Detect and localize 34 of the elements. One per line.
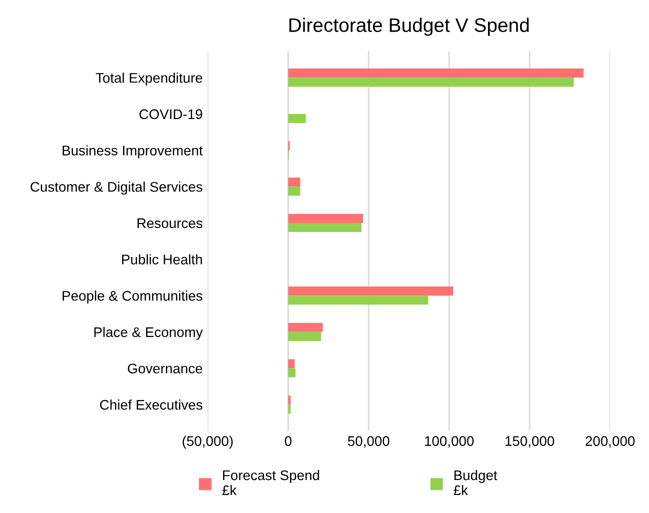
x-tick-label: 0	[284, 436, 292, 446]
bar	[288, 78, 574, 87]
legend-label: Budget £k	[454, 470, 498, 496]
x-tick-label: 200,000	[586, 436, 635, 448]
chart-title: Directorate Budget V Spend	[289, 18, 529, 36]
bar	[288, 322, 323, 332]
bar	[288, 222, 362, 232]
x-tick-label: 50,000	[348, 436, 390, 448]
y-tick-label: Customer & Digital Services	[30, 182, 202, 195]
bar	[288, 114, 306, 124]
bar	[288, 396, 291, 405]
x-tick-label: 150,000	[506, 436, 554, 448]
y-tick-label: People & Communities	[62, 290, 202, 304]
y-tick-label: Resources	[138, 218, 202, 228]
bar	[288, 359, 295, 368]
y-tick-label: Business Improvement	[62, 145, 203, 158]
bar	[288, 368, 296, 378]
bar	[288, 178, 300, 187]
bar	[288, 68, 584, 78]
x-tick-label: (50,000)	[182, 436, 233, 449]
bar	[288, 332, 322, 342]
y-tick-label: Chief Executives	[100, 400, 202, 410]
y-tick-label: Total Expenditure	[96, 72, 202, 86]
legend-label: Forecast Spend £k	[222, 470, 320, 496]
y-tick-label: Public Health	[122, 254, 202, 264]
y-tick-label: COVID-19	[139, 109, 202, 120]
x-tick-label: 100,000	[425, 436, 474, 448]
bar	[288, 404, 291, 414]
bar	[288, 214, 363, 223]
bar	[288, 186, 300, 196]
y-tick-label: Governance	[128, 364, 202, 374]
bar	[288, 296, 428, 305]
y-tick-label: Place & Economy	[94, 326, 203, 340]
bar	[288, 286, 454, 296]
